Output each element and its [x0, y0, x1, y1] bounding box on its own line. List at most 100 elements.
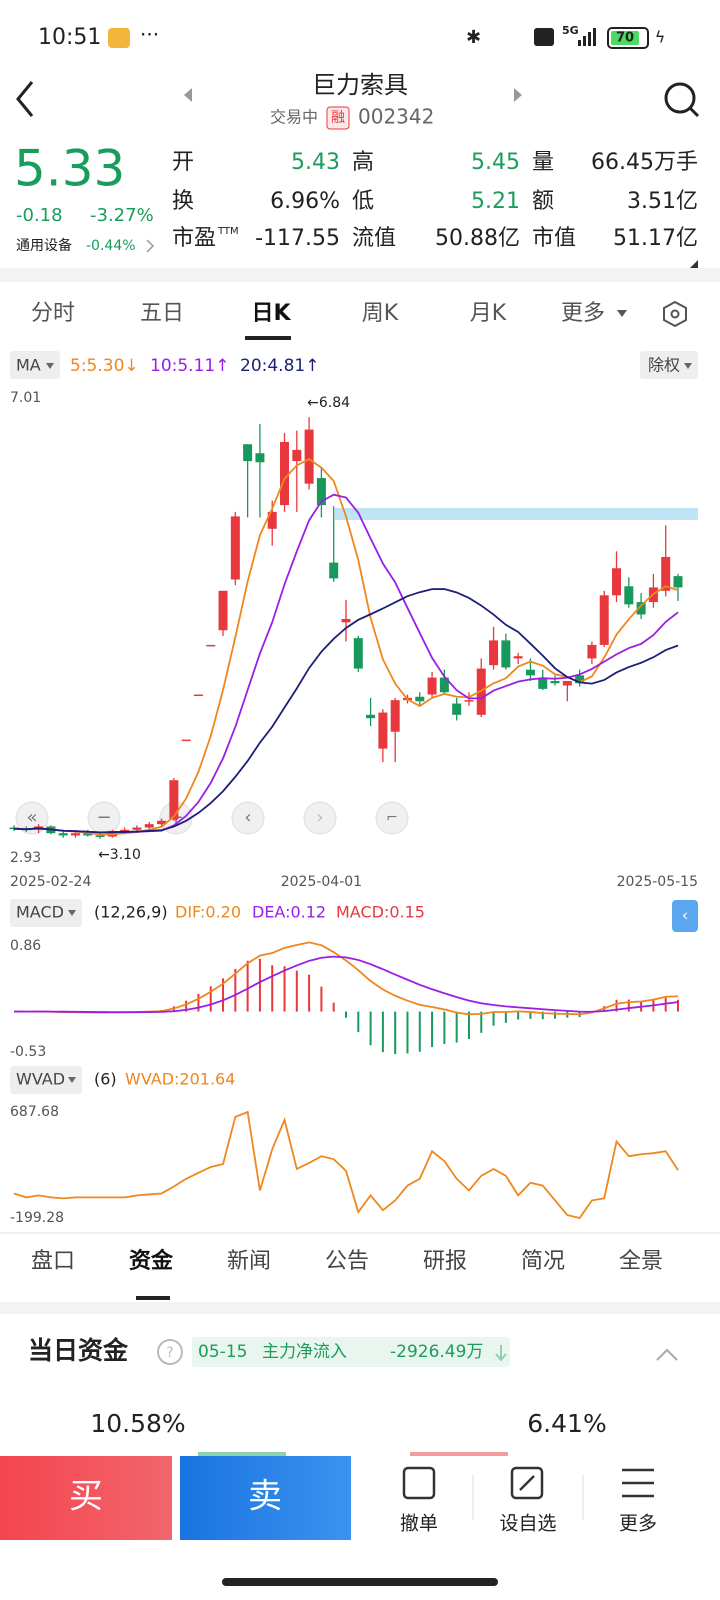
candle-body [255, 453, 265, 463]
detail-tab[interactable]: 盘口 [31, 1249, 75, 1274]
side-tab[interactable] [672, 900, 698, 932]
collapse[interactable] [656, 1348, 678, 1361]
cancel-label[interactable]: 撤单 [400, 1513, 438, 1535]
field-label: 高 [352, 150, 374, 175]
y-tick-label: 2.93 [10, 850, 41, 866]
change: -0.18 [16, 205, 63, 226]
back-button[interactable] [16, 81, 34, 117]
candle-body [243, 444, 253, 462]
y-tick-label: 687.68 [10, 1104, 59, 1120]
detail-tab[interactable]: 新闻 [227, 1249, 271, 1274]
candle-body [489, 640, 499, 666]
candle-body [304, 429, 314, 484]
ma-line [13, 493, 679, 834]
field-value: 5.43 [291, 150, 340, 175]
ma-select[interactable] [10, 351, 60, 379]
detail-tab[interactable]: 研报 [423, 1249, 467, 1274]
field-value: 5.45 [471, 150, 520, 175]
buy-label[interactable]: 买 [69, 1477, 103, 1517]
period-tab[interactable]: 更多 [561, 301, 605, 326]
candle-body [439, 677, 449, 693]
wvad-select[interactable] [10, 1066, 82, 1094]
period-tab[interactable]: 周K [362, 301, 399, 326]
field-value: -117.55 [255, 226, 340, 251]
chart-controls [15, 801, 409, 835]
control-glyphs: «−+ ‹›⌐ [26, 807, 397, 828]
adjust-text: 除权 [648, 356, 680, 375]
candle-body [341, 618, 351, 623]
next-stock[interactable] [514, 88, 522, 102]
move-left[interactable] [231, 801, 265, 835]
sell-label[interactable]: 卖 [248, 1477, 282, 1517]
candle-body [636, 602, 646, 615]
fund-left-pct: 10.58% [90, 1409, 185, 1438]
divider [0, 268, 720, 282]
detail-tab[interactable]: 资金 [129, 1248, 174, 1274]
candle-body [612, 568, 622, 596]
field-label: 量 [532, 150, 554, 175]
margin-box [326, 106, 350, 130]
watch-label[interactable]: 设自选 [499, 1513, 556, 1535]
fund-title: 当日资金 [28, 1336, 129, 1365]
trade-state: 交易中 [270, 108, 318, 127]
max-label: ←6.84 [307, 395, 350, 411]
candle-body [513, 656, 523, 659]
watch-icon[interactable] [510, 1466, 544, 1500]
more-label[interactable]: 更多 [619, 1513, 657, 1535]
period-tab[interactable]: 五日 [140, 301, 184, 326]
prev-stock[interactable] [184, 88, 192, 102]
sell-button[interactable] [180, 1456, 351, 1540]
candle-body [70, 833, 80, 836]
detail-tab[interactable]: 简况 [521, 1249, 565, 1274]
zoom-out-all[interactable] [15, 801, 49, 835]
change-pct: -3.27% [90, 205, 154, 226]
macd-label: DIF:0.20 [175, 903, 241, 922]
macd-plot [13, 941, 679, 1055]
macd-select[interactable] [10, 899, 82, 927]
dif-line [13, 941, 679, 1016]
fund-date: 05-15 [198, 1342, 247, 1362]
candle-body [316, 478, 326, 506]
hd-icon [534, 28, 554, 46]
more-icon[interactable] [622, 1468, 654, 1498]
battery-level [611, 31, 639, 45]
ma-label: 10:5.11↑ [150, 356, 229, 376]
help-icon[interactable] [157, 1339, 183, 1365]
field-label: 换 [172, 189, 194, 214]
candle-body [673, 576, 683, 588]
fund-flow-value: -2926.49万 [390, 1342, 483, 1362]
field-value: 66.45万手 [591, 150, 698, 175]
period-tab[interactable]: 日K [251, 301, 291, 326]
move-right[interactable] [303, 801, 337, 835]
settings-button[interactable] [663, 300, 687, 328]
field-label: 低 [352, 189, 374, 214]
period-tab[interactable]: 分时 [31, 301, 75, 326]
down-arrow [495, 1345, 507, 1362]
candle-body [206, 644, 216, 647]
candle-body [550, 680, 560, 684]
candle-body [181, 739, 191, 742]
caret [46, 363, 54, 369]
detail-tab[interactable]: 公告 [325, 1249, 369, 1274]
fullscreen[interactable] [375, 801, 409, 835]
candle-body [83, 832, 93, 836]
period-tab[interactable]: 月K [470, 301, 507, 326]
fund-bar [410, 1452, 508, 1458]
candle-body [538, 677, 548, 689]
buy-button[interactable] [0, 1456, 172, 1540]
detail-tab[interactable]: 全景 [619, 1249, 663, 1274]
glyph: « [26, 807, 37, 828]
candle-body [218, 590, 228, 631]
cancel-icon[interactable] [402, 1466, 436, 1500]
wvad-select-text: WVAD [16, 1070, 65, 1089]
candle-body [599, 595, 609, 645]
search-button[interactable] [664, 82, 696, 114]
adjust-select[interactable] [640, 351, 698, 379]
help-glyph: ? [166, 1345, 173, 1361]
field-label: 流值 [352, 226, 396, 251]
sector-arrow [146, 239, 155, 253]
candle-body [378, 712, 388, 749]
more-caret [617, 310, 627, 317]
candle-body [58, 833, 68, 836]
candle-body [562, 680, 572, 686]
